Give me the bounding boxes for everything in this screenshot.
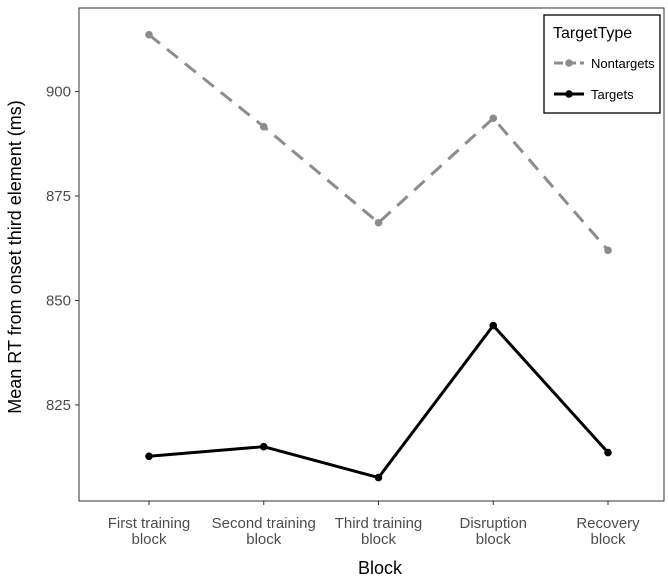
y-tick-label: 825 <box>46 397 71 414</box>
x-tick-label: Disruption <box>459 515 527 532</box>
x-tick-label: block <box>476 531 512 548</box>
data-point-targets <box>489 321 498 330</box>
y-axis-title: Mean RT from onset third element (ms) <box>5 100 25 413</box>
x-tick-label: block <box>590 531 626 548</box>
data-point-targets <box>604 448 612 457</box>
y-tick-label: 850 <box>46 292 71 309</box>
data-point-nontargets <box>259 122 268 131</box>
legend-box <box>543 14 661 114</box>
series-line-nontargets <box>148 33 610 252</box>
data-point-targets <box>145 452 153 461</box>
x-tick-label: Second training <box>212 515 316 532</box>
legend-key-point <box>565 90 573 98</box>
legend-label: Targets <box>591 87 634 102</box>
x-axis-title: Block <box>358 558 403 578</box>
legend-key-point <box>565 59 573 67</box>
y-tick-label: 900 <box>46 84 71 101</box>
x-tick-label: Recovery <box>576 515 640 532</box>
legend-title: TargetType <box>553 25 632 42</box>
series-layer <box>145 30 612 482</box>
data-point-nontargets <box>489 114 498 123</box>
legend: TargetType Nontargets Targets <box>543 14 661 114</box>
x-tick-label: block <box>361 531 397 548</box>
data-point-targets <box>374 473 383 482</box>
x-tick-label: Third training <box>335 515 423 532</box>
data-point-targets <box>259 442 268 451</box>
data-point-nontargets <box>145 30 153 39</box>
x-tick-label: First training <box>108 515 191 532</box>
data-point-nontargets <box>604 246 612 255</box>
legend-label: Nontargets <box>591 56 655 71</box>
y-tick-label: 875 <box>46 188 71 205</box>
y-axis-ticks: 825 850 875 900 <box>46 84 79 414</box>
x-tick-label: block <box>246 531 282 548</box>
x-tick-label: block <box>131 531 167 548</box>
legend-entries: Nontargets Targets <box>554 56 655 102</box>
data-point-nontargets <box>374 218 383 227</box>
